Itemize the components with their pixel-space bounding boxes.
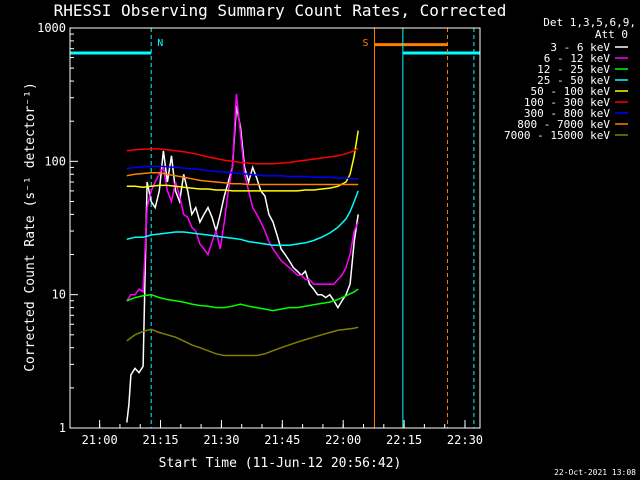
annotation-n: N — [157, 38, 163, 49]
chart-title: RHESSI Observing Summary Count Rates, Co… — [54, 1, 507, 20]
legend-label-5: 100 - 300 keV — [524, 96, 610, 109]
legend-label-2: 12 - 25 keV — [537, 63, 610, 76]
series-line-5 — [126, 147, 359, 165]
plot-frame — [69, 27, 481, 429]
x-tick-label-0: 21:00 — [82, 433, 118, 447]
annotation-s: S — [362, 38, 368, 49]
legend-header-line1: Det 1,3,5,6,9, — [543, 16, 636, 29]
x-tick-label-1: 21:15 — [142, 433, 178, 447]
x-tick-label-6: 22:30 — [447, 433, 483, 447]
y-tick-label-1: 10 — [52, 288, 66, 302]
legend-label-6: 300 - 800 keV — [524, 107, 610, 120]
legend-header-line2: Att 0 — [595, 28, 628, 41]
x-tick-label-5: 22:15 — [386, 433, 422, 447]
y-tick-label-0: 1 — [59, 421, 66, 435]
legend-label-4: 50 - 100 keV — [531, 85, 611, 98]
series-line-1 — [126, 93, 359, 302]
series-line-7 — [126, 172, 359, 186]
series-line-6 — [126, 165, 359, 180]
series-line-2 — [126, 288, 359, 312]
legend-label-7: 800 - 7000 keV — [517, 118, 610, 131]
axes: 1 10 100 1000 21:00 21:15 21:30 21:45 22:00 22:15… — [37, 21, 483, 447]
y-tick-label-2: 100 — [44, 154, 66, 168]
series-line-4 — [126, 130, 359, 192]
legend-label-0: 3 - 6 keV — [550, 41, 610, 54]
footer-date: 22-Oct-2021 13:08 — [554, 468, 636, 477]
x-tick-label-3: 21:45 — [264, 433, 300, 447]
series-line-8 — [126, 326, 359, 357]
y-axis-label: Corrected Count Rate (s⁻¹ detector⁻¹) — [23, 82, 38, 372]
x-axis-label: Start Time (11-Jun-12 20:56:42) — [159, 456, 402, 471]
y-tick-label-3: 1000 — [37, 21, 66, 35]
legend-label-8: 7000 - 15000 keV — [504, 129, 610, 142]
series-line-3 — [126, 190, 359, 246]
legend-label-1: 6 - 12 keV — [544, 52, 611, 65]
x-tick-label-2: 21:30 — [203, 433, 239, 447]
x-tick-label-4: 22:00 — [325, 433, 361, 447]
legend-label-3: 25 - 50 keV — [537, 74, 610, 87]
